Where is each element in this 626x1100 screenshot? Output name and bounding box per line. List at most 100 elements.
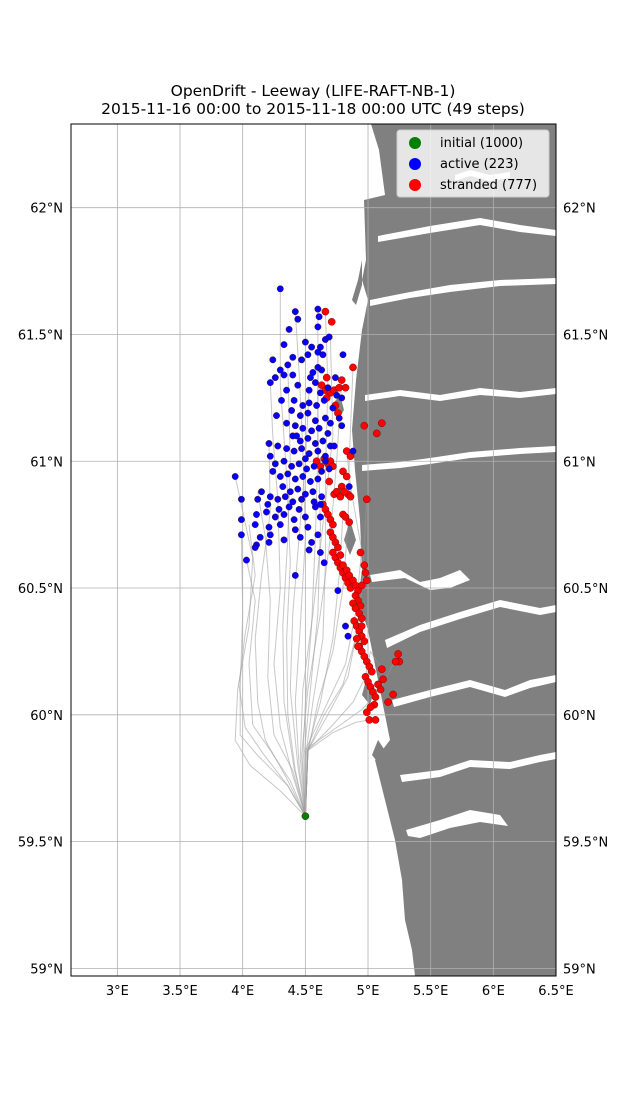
active-particle <box>291 308 299 315</box>
active-particle <box>288 462 295 470</box>
active-particle <box>314 305 322 313</box>
x-tick-label: 4°E <box>231 984 254 999</box>
active-particle <box>276 473 284 480</box>
active-particle <box>265 539 273 546</box>
active-particle <box>266 531 274 539</box>
chart-subtitle: 2015-11-16 00:00 to 2015-11-18 00:00 UTC… <box>101 100 525 118</box>
stranded-particle <box>379 675 387 684</box>
y-tick-label-right: 60°N <box>563 709 596 724</box>
stranded-particles <box>312 307 404 724</box>
y-axis-ticks-left: 59°N 59.5°N 60°N 60.5°N 61°N 61.5°N 62°N <box>18 202 63 978</box>
active-particle <box>305 399 313 407</box>
active-particle <box>294 381 302 389</box>
active-particle <box>306 478 314 485</box>
legend-box <box>396 129 550 198</box>
legend-label-stranded: stranded (777) <box>440 178 537 193</box>
active-particle <box>271 460 279 468</box>
active-particle <box>256 533 264 541</box>
active-particle <box>314 323 322 331</box>
active-particle <box>291 526 299 534</box>
fjord <box>385 600 556 648</box>
active-particle <box>320 559 328 567</box>
trajectory-line <box>254 443 306 817</box>
stranded-particle <box>334 543 342 552</box>
active-particle <box>299 402 307 409</box>
active-particle <box>286 488 294 496</box>
active-particle <box>311 417 319 425</box>
island <box>344 520 356 555</box>
active-particle <box>289 371 297 379</box>
plot-frame <box>70 123 557 977</box>
stranded-particle <box>329 520 337 529</box>
active-particle <box>283 386 290 394</box>
active-particle <box>251 544 259 551</box>
active-particle <box>278 396 285 404</box>
stranded-particle <box>376 685 385 694</box>
trajectory-line <box>257 491 306 817</box>
fjord-layer <box>362 170 556 838</box>
y-tick-label-left: 61°N <box>30 455 63 470</box>
active-particle <box>295 505 303 513</box>
active-particle <box>284 470 292 478</box>
plot-area <box>71 124 556 976</box>
active-particle <box>265 523 273 531</box>
active-particle <box>338 422 346 430</box>
fjord <box>365 388 556 401</box>
active-particle <box>274 495 282 503</box>
active-particle <box>301 513 309 521</box>
active-particle <box>279 483 287 490</box>
active-particle <box>266 493 274 501</box>
stranded-particle <box>357 614 366 623</box>
fjord <box>378 218 556 242</box>
active-particle <box>326 419 334 427</box>
legend: initial (1000) active (223) stranded (77… <box>396 129 550 198</box>
y-tick-label-left: 59°N <box>30 962 63 977</box>
stranded-particle <box>339 561 347 570</box>
active-particle <box>314 363 322 371</box>
active-particle <box>290 396 298 404</box>
y-tick-label-right: 59°N <box>563 962 596 977</box>
active-particle <box>342 622 349 630</box>
gridlines <box>71 124 556 976</box>
active-particle <box>284 361 292 369</box>
active-particle <box>271 513 279 521</box>
active-particle <box>258 488 265 496</box>
active-particle <box>280 457 288 465</box>
active-particle <box>349 447 357 455</box>
fjord <box>392 675 556 707</box>
legend-label-initial: initial (1000) <box>440 136 523 151</box>
active-particle <box>325 465 333 473</box>
y-tick-label-right: 60.5°N <box>563 582 608 597</box>
legend-label-active: active (223) <box>440 157 519 172</box>
x-axis-ticks: 3°E 3.5°E 4°E 4.5°E 5°E 5.5°E 6°E 6.5°E <box>106 984 574 999</box>
stranded-particle <box>377 665 386 674</box>
active-particle <box>329 404 337 412</box>
active-particle <box>289 498 297 506</box>
x-tick-label: 3.5°E <box>162 984 197 999</box>
active-particle <box>293 432 300 440</box>
active-particle <box>294 315 302 323</box>
x-tick-label: 3°E <box>106 984 129 999</box>
y-tick-label-left: 60°N <box>30 709 63 724</box>
legend-marker-active <box>409 158 421 170</box>
active-particle <box>291 475 299 483</box>
active-particle <box>276 366 284 374</box>
active-particle <box>289 353 297 361</box>
active-particle <box>308 427 315 435</box>
active-particle <box>305 546 313 554</box>
active-particle <box>324 384 332 392</box>
stranded-particle <box>391 657 400 666</box>
active-particle <box>280 341 288 348</box>
active-particle <box>308 539 315 546</box>
active-particle <box>275 505 283 513</box>
active-particle <box>274 442 282 450</box>
trajectory-line <box>246 559 306 817</box>
active-particle <box>310 462 318 470</box>
fjord <box>406 810 508 838</box>
active-particle <box>276 285 284 293</box>
x-tick-label: 6.5°E <box>538 984 573 999</box>
initial-particles <box>301 812 310 821</box>
active-particle <box>285 325 293 333</box>
active-particle <box>318 467 325 475</box>
active-particle <box>316 549 324 556</box>
